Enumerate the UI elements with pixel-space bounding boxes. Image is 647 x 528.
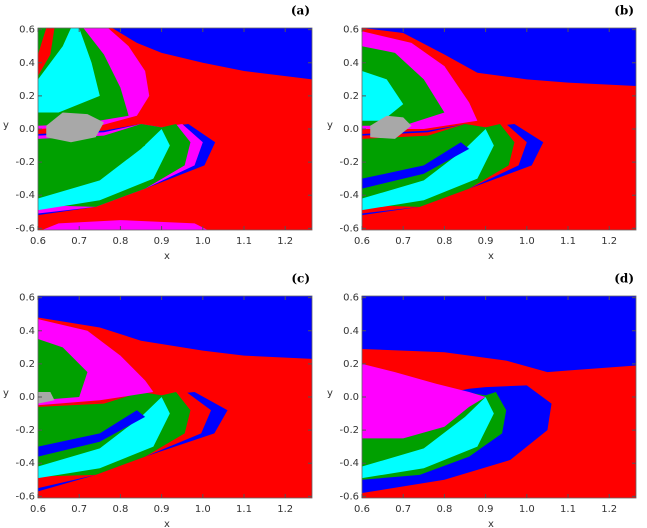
y-tick-label: -0.4 bbox=[15, 190, 35, 201]
panel-title: (c) bbox=[291, 272, 310, 286]
panel: 0.6 0.7 0.8 0.9 1.0 1.1 1.2 -0.6 -0.4 -0.2 0.0 0.2 0… bbox=[3, 4, 313, 262]
panel: 0.6 0.7 0.8 0.9 1.0 1.1 1.2 -0.6 -0.4 -0.2 0.0 0.2 0… bbox=[3, 272, 313, 528]
plot-area bbox=[362, 296, 636, 498]
y-tick-label: -0.4 bbox=[339, 458, 359, 469]
y-tick-label: 0.4 bbox=[19, 326, 35, 337]
y-tick-label: 0.0 bbox=[19, 392, 35, 403]
y-tick-label: 0.0 bbox=[343, 392, 359, 403]
x-tick-label: 0.6 bbox=[354, 504, 370, 515]
basin-region bbox=[38, 129, 170, 211]
y-tick-label: 0.6 bbox=[343, 25, 359, 36]
x-tick-label: 0.7 bbox=[71, 504, 87, 515]
basin-region bbox=[38, 392, 55, 404]
y-tick-label: 0.0 bbox=[19, 124, 35, 135]
y-tick-label: 0.2 bbox=[19, 359, 35, 370]
basin-region bbox=[362, 142, 470, 189]
basin-region bbox=[38, 28, 100, 113]
x-tick-label: 0.8 bbox=[436, 236, 452, 247]
x-tick-label: 1.0 bbox=[195, 236, 211, 247]
panel: 0.6 0.7 0.8 0.9 1.0 1.1 1.2 -0.6 -0.4 -0.2 0.0 0.2 0… bbox=[327, 4, 637, 262]
x-tick-label: 1.1 bbox=[236, 504, 252, 515]
panel: 0.6 0.7 0.8 0.9 1.0 1.1 1.2 -0.6 -0.4 -0.2 0.0 0.2 0… bbox=[327, 272, 637, 528]
x-tick-label: 1.2 bbox=[277, 236, 293, 247]
y-tick-label: 0.0 bbox=[343, 124, 359, 135]
y-tick-label: -0.2 bbox=[15, 157, 35, 168]
x-tick-label: 0.6 bbox=[354, 236, 370, 247]
y-tick-label: 0.6 bbox=[19, 25, 35, 36]
x-tick-label: 0.8 bbox=[436, 504, 452, 515]
x-tick-label: 0.7 bbox=[395, 504, 411, 515]
x-tick-label: 1.0 bbox=[519, 504, 535, 515]
y-tick-label: 0.2 bbox=[343, 359, 359, 370]
y-tick-label: 0.4 bbox=[343, 326, 359, 337]
y-axis-label: y bbox=[3, 388, 9, 399]
y-tick-label: -0.6 bbox=[15, 223, 35, 234]
x-axis-label: x bbox=[164, 519, 170, 528]
basin-region bbox=[38, 28, 55, 77]
x-axis-label: x bbox=[164, 251, 170, 262]
x-tick-label: 0.7 bbox=[71, 236, 87, 247]
y-tick-label: -0.6 bbox=[339, 223, 359, 234]
y-tick-label: 0.6 bbox=[19, 293, 35, 304]
basin-region bbox=[362, 363, 486, 439]
y-tick-label: 0.2 bbox=[343, 91, 359, 102]
x-tick-label: 0.8 bbox=[112, 504, 128, 515]
basin-region bbox=[362, 129, 494, 211]
x-tick-label: 1.1 bbox=[236, 236, 252, 247]
basin-region bbox=[38, 138, 146, 191]
basin-region bbox=[38, 397, 170, 479]
x-tick-label: 1.0 bbox=[519, 236, 535, 247]
x-tick-label: 1.2 bbox=[601, 504, 617, 515]
x-tick-label: 0.9 bbox=[154, 504, 170, 515]
x-tick-label: 1.1 bbox=[560, 236, 576, 247]
basin-region bbox=[38, 296, 312, 359]
y-tick-label: -0.6 bbox=[339, 491, 359, 502]
x-tick-label: 0.9 bbox=[478, 236, 494, 247]
basin-region bbox=[38, 410, 146, 457]
x-tick-label: 1.0 bbox=[195, 504, 211, 515]
y-tick-label: 0.4 bbox=[343, 58, 359, 69]
basin-region bbox=[42, 220, 208, 230]
x-tick-label: 1.2 bbox=[277, 504, 293, 515]
y-tick-label: 0.4 bbox=[19, 58, 35, 69]
x-tick-label: 0.8 bbox=[112, 236, 128, 247]
basin-region bbox=[46, 112, 104, 143]
x-axis-label: x bbox=[488, 251, 494, 262]
x-tick-label: 1.1 bbox=[560, 504, 576, 515]
x-tick-label: 1.2 bbox=[601, 236, 617, 247]
panel-title: (b) bbox=[614, 4, 634, 18]
panel-title: (a) bbox=[291, 4, 310, 18]
panel-title: (d) bbox=[614, 272, 634, 286]
plot-area bbox=[362, 28, 636, 230]
basin-region bbox=[38, 339, 88, 401]
plot-area bbox=[38, 296, 312, 498]
y-tick-label: -0.2 bbox=[15, 425, 35, 436]
x-tick-label: 0.7 bbox=[395, 236, 411, 247]
basin-region bbox=[362, 397, 494, 479]
y-tick-label: -0.2 bbox=[339, 157, 359, 168]
x-tick-label: 0.9 bbox=[478, 504, 494, 515]
y-tick-label: -0.4 bbox=[15, 458, 35, 469]
basin-region bbox=[362, 28, 636, 86]
y-tick-label: 0.2 bbox=[19, 91, 35, 102]
x-tick-label: 0.9 bbox=[154, 236, 170, 247]
x-axis-label: x bbox=[488, 519, 494, 528]
y-tick-label: -0.6 bbox=[15, 491, 35, 502]
basin-region bbox=[112, 28, 312, 80]
y-tick-label: 0.6 bbox=[343, 293, 359, 304]
basin-region bbox=[362, 71, 404, 121]
y-tick-label: -0.4 bbox=[339, 190, 359, 201]
basin-region bbox=[370, 115, 412, 139]
plot-area bbox=[38, 28, 312, 230]
y-axis-label: y bbox=[327, 120, 333, 131]
x-tick-label: 0.6 bbox=[30, 504, 46, 515]
y-axis-label: y bbox=[3, 120, 9, 131]
x-tick-label: 0.6 bbox=[30, 236, 46, 247]
y-axis-label: y bbox=[327, 388, 333, 399]
y-tick-label: -0.2 bbox=[339, 425, 359, 436]
basin-region bbox=[362, 296, 636, 373]
